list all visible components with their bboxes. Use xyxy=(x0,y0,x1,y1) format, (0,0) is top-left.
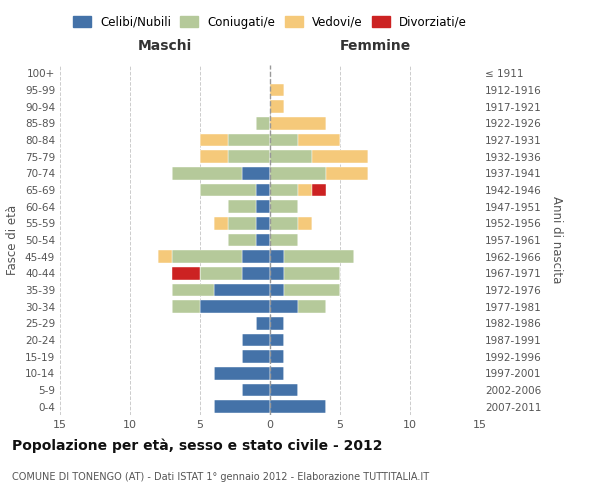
Bar xyxy=(172,250,242,263)
Bar xyxy=(242,384,270,396)
Bar xyxy=(298,134,340,146)
Bar xyxy=(270,134,298,146)
Bar xyxy=(256,200,270,213)
Bar xyxy=(172,300,200,313)
Bar xyxy=(270,117,326,130)
Bar xyxy=(228,200,256,213)
Bar xyxy=(214,217,228,230)
Bar xyxy=(270,184,298,196)
Bar xyxy=(172,167,242,179)
Bar xyxy=(228,150,270,163)
Y-axis label: Anni di nascita: Anni di nascita xyxy=(550,196,563,284)
Bar xyxy=(172,284,214,296)
Bar xyxy=(312,150,368,163)
Text: COMUNE DI TONENGO (AT) - Dati ISTAT 1° gennaio 2012 - Elaborazione TUTTITALIA.IT: COMUNE DI TONENGO (AT) - Dati ISTAT 1° g… xyxy=(12,472,429,482)
Bar xyxy=(270,250,284,263)
Bar xyxy=(228,134,270,146)
Text: Maschi: Maschi xyxy=(138,38,192,52)
Bar xyxy=(158,250,172,263)
Bar xyxy=(270,84,284,96)
Bar xyxy=(228,217,256,230)
Bar xyxy=(298,300,326,313)
Bar xyxy=(256,317,270,330)
Bar xyxy=(270,400,326,413)
Bar xyxy=(270,150,312,163)
Bar xyxy=(270,334,284,346)
Bar xyxy=(242,350,270,363)
Bar xyxy=(228,234,256,246)
Bar xyxy=(214,284,270,296)
Legend: Celibi/Nubili, Coniugati/e, Vedovi/e, Divorziati/e: Celibi/Nubili, Coniugati/e, Vedovi/e, Di… xyxy=(68,11,472,34)
Bar xyxy=(270,384,298,396)
Bar xyxy=(270,367,284,380)
Bar xyxy=(270,167,326,179)
Bar xyxy=(242,167,270,179)
Bar xyxy=(214,367,270,380)
Bar xyxy=(270,284,284,296)
Bar xyxy=(172,267,200,280)
Bar xyxy=(200,300,270,313)
Bar xyxy=(200,267,242,280)
Bar xyxy=(256,184,270,196)
Bar xyxy=(242,250,270,263)
Bar xyxy=(298,217,312,230)
Bar xyxy=(270,267,284,280)
Bar xyxy=(242,267,270,280)
Bar xyxy=(200,134,228,146)
Bar xyxy=(270,317,284,330)
Bar xyxy=(256,117,270,130)
Bar xyxy=(256,217,270,230)
Bar xyxy=(270,234,298,246)
Bar xyxy=(312,184,326,196)
Bar xyxy=(242,334,270,346)
Bar xyxy=(270,300,298,313)
Bar xyxy=(270,350,284,363)
Text: Popolazione per età, sesso e stato civile - 2012: Popolazione per età, sesso e stato civil… xyxy=(12,438,383,453)
Bar xyxy=(326,167,368,179)
Bar xyxy=(270,200,298,213)
Y-axis label: Fasce di età: Fasce di età xyxy=(7,205,19,275)
Bar xyxy=(284,250,354,263)
Bar xyxy=(284,267,340,280)
Bar xyxy=(200,150,228,163)
Bar xyxy=(214,400,270,413)
Bar xyxy=(256,234,270,246)
Text: Femmine: Femmine xyxy=(340,38,410,52)
Bar xyxy=(270,217,298,230)
Bar xyxy=(298,184,312,196)
Bar xyxy=(270,100,284,113)
Bar xyxy=(284,284,340,296)
Bar xyxy=(200,184,256,196)
